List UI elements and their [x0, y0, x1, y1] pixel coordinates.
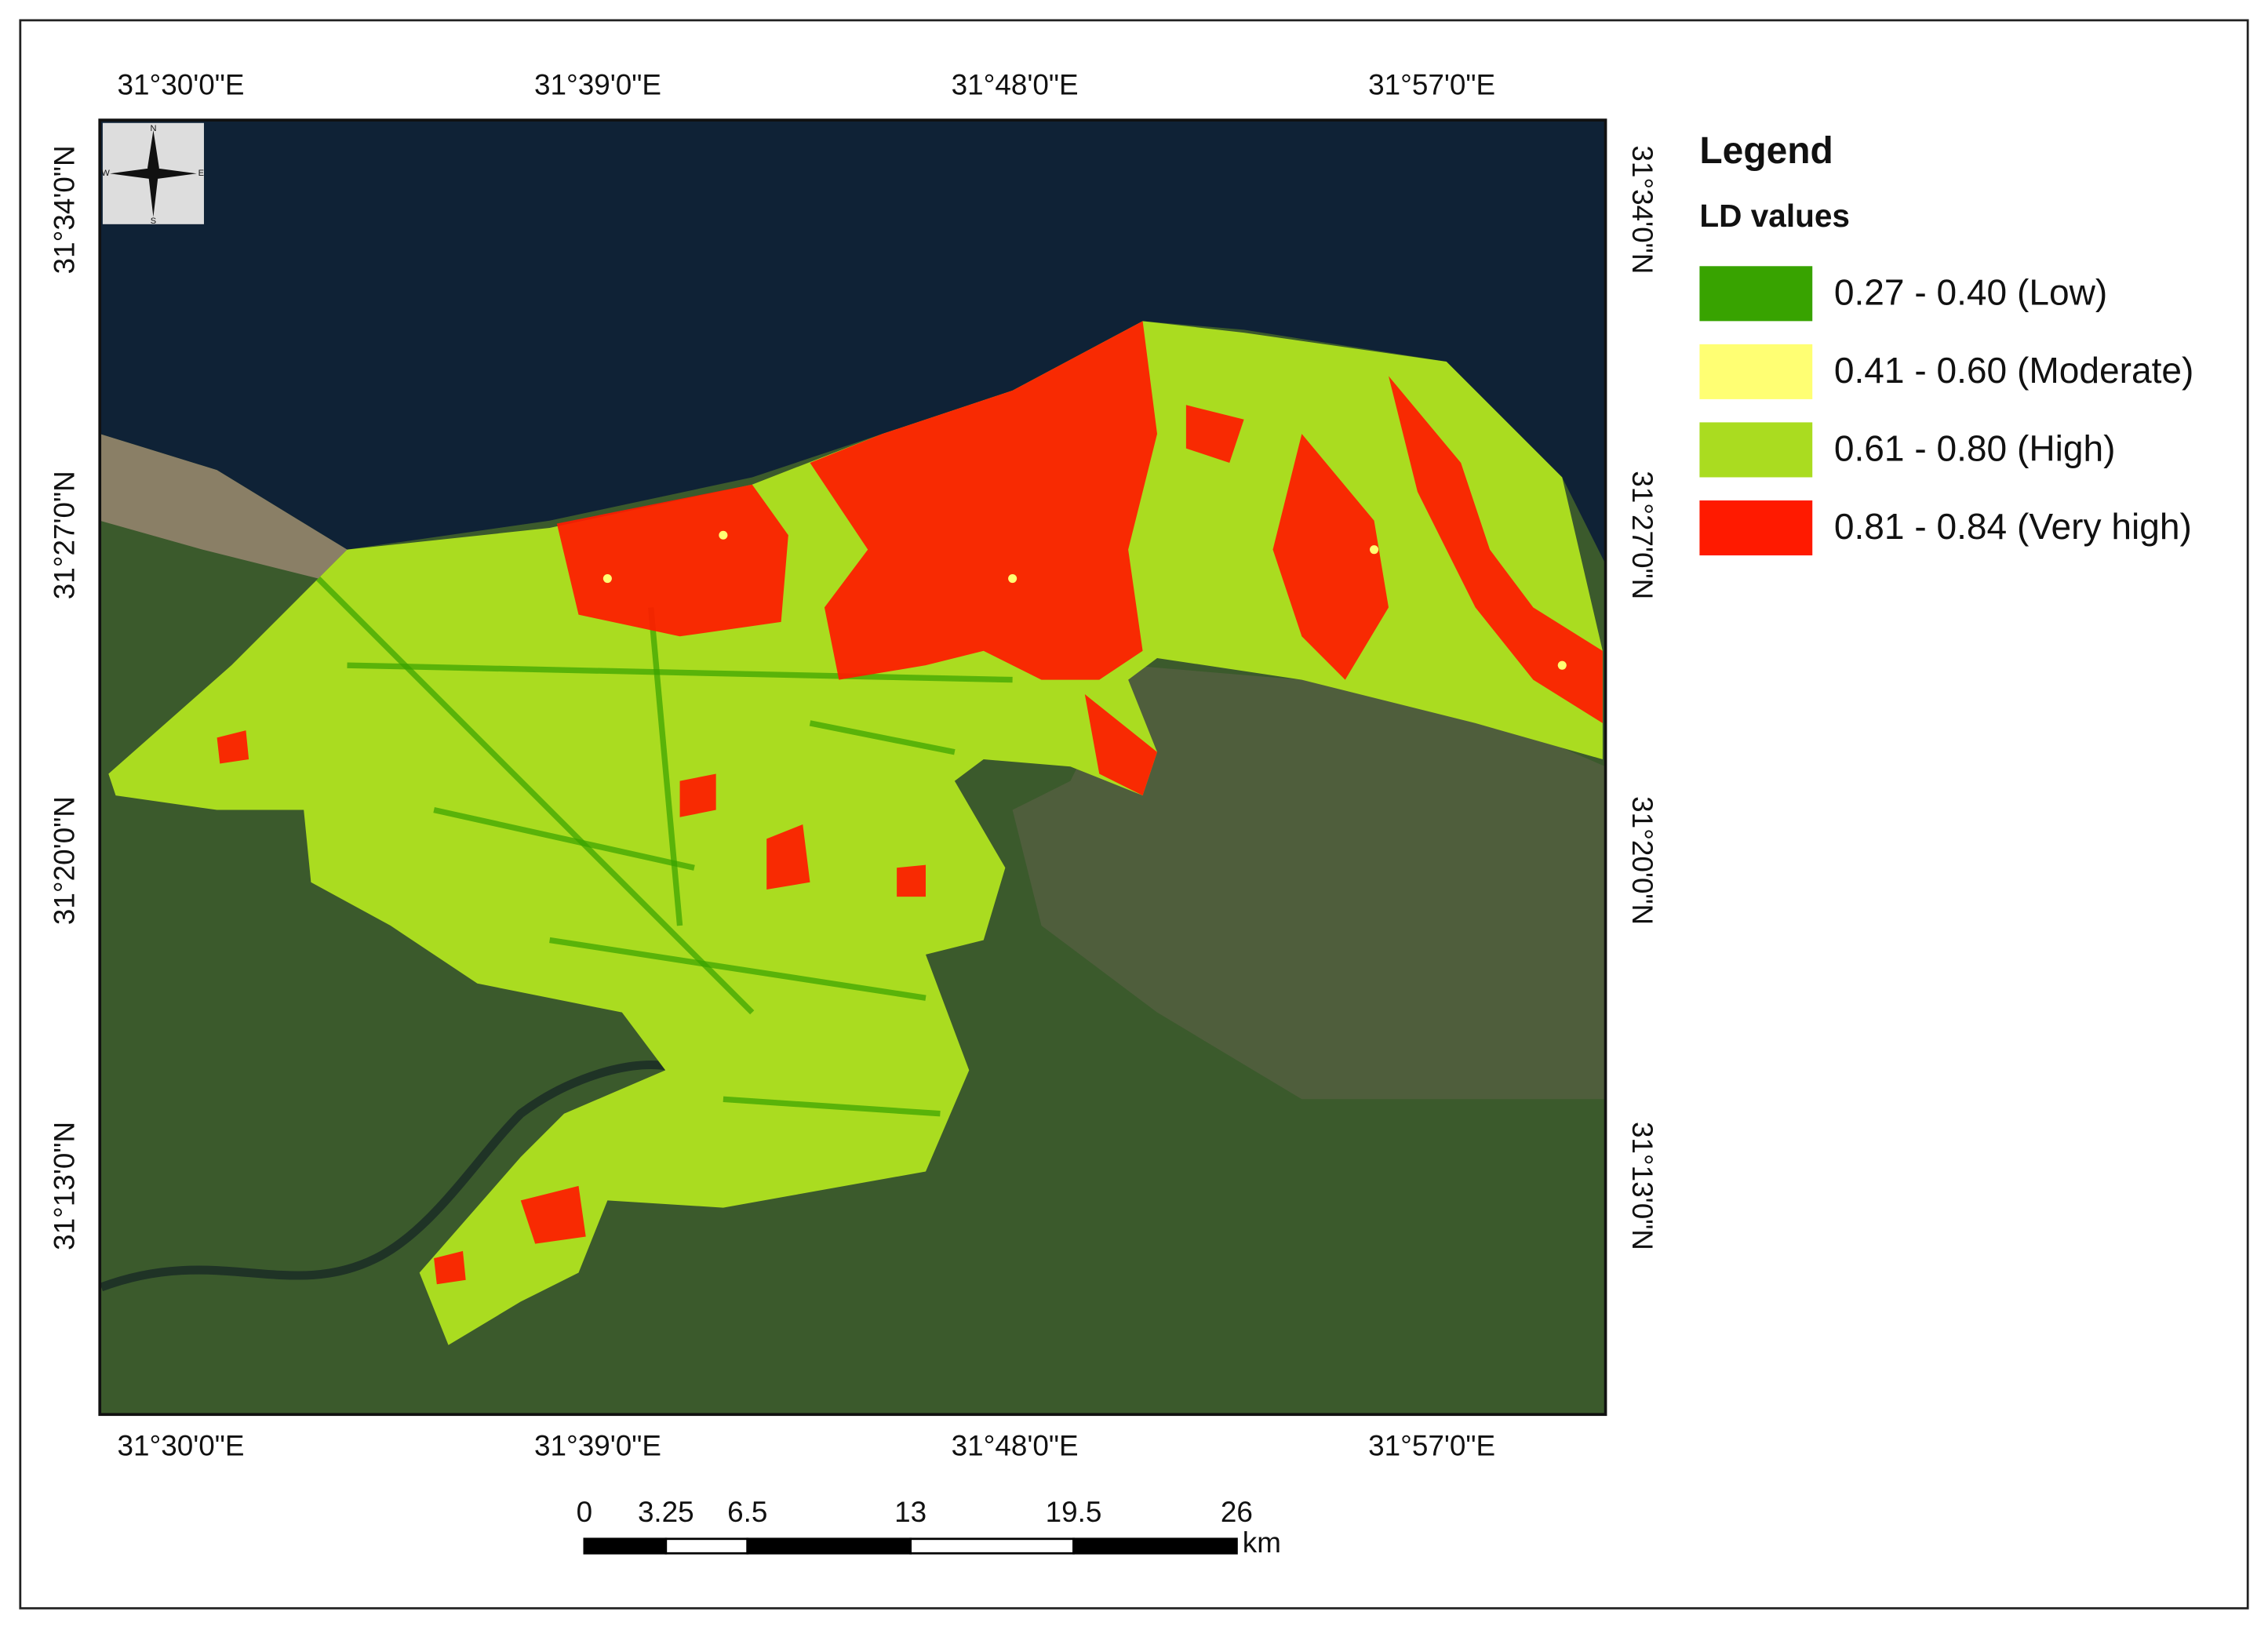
- latitude-label: 31°34'0"N: [49, 145, 81, 274]
- very-high-zone: [1185, 405, 1244, 464]
- legend-label: 0.41 - 0.60 (Moderate): [1834, 350, 2193, 391]
- legend-label: 0.81 - 0.84 (Very high): [1834, 506, 2192, 547]
- moderate-zone: [719, 530, 728, 540]
- latitude-label: 31°27'0"N: [1626, 471, 1658, 599]
- moderate-zone: [1008, 574, 1018, 584]
- latitude-label: 31°13'0"N: [49, 1122, 81, 1250]
- scale-segment: [664, 1537, 749, 1555]
- legend-label: 0.27 - 0.40 (Low): [1834, 271, 2107, 312]
- longitude-label: 31°48'0"E: [952, 1429, 1079, 1461]
- scale-unit: km: [1243, 1526, 1281, 1559]
- very-high-zone: [434, 1250, 466, 1285]
- longitude-label: 31°30'0"E: [117, 68, 244, 100]
- beach: [100, 434, 348, 579]
- scale-segment: [909, 1537, 1075, 1555]
- map-frame: N S E W: [98, 118, 1607, 1417]
- sea: [100, 120, 1606, 565]
- longitude-label: 31°48'0"E: [952, 68, 1079, 100]
- legend-swatch: [1699, 266, 1813, 322]
- low-zone: [347, 662, 1013, 683]
- scale-segment: [583, 1537, 668, 1555]
- scale-label: 13: [894, 1496, 926, 1528]
- low-zone: [316, 576, 755, 1015]
- latitude-label: 31°13'0"N: [1626, 1122, 1658, 1250]
- lake-area: [1012, 665, 1606, 1100]
- low-zone: [433, 806, 695, 871]
- very-high-zone: [1272, 434, 1389, 680]
- scale-segment: [1072, 1537, 1238, 1555]
- very-high-zone: [520, 1185, 586, 1244]
- moderate-zone: [602, 574, 612, 584]
- low-zone: [809, 720, 956, 755]
- scale-segment: [746, 1537, 912, 1555]
- longitude-label: 31°30'0"E: [117, 1429, 244, 1461]
- very-high-zone: [810, 321, 1157, 680]
- very-high-zone: [679, 773, 716, 817]
- low-zone: [648, 607, 683, 926]
- legend-subtitle: LD values: [1699, 198, 1850, 234]
- legend-swatch: [1699, 344, 1813, 399]
- legend-title: Legend: [1699, 130, 1833, 172]
- longitude-label: 31°39'0"E: [534, 1429, 661, 1461]
- latitude-label: 31°20'0"N: [1626, 796, 1658, 925]
- high-zone: [108, 321, 1603, 1345]
- latitude-label: 31°27'0"N: [49, 471, 81, 599]
- legend-swatch: [1699, 500, 1813, 556]
- very-high-zone: [766, 824, 810, 890]
- scale-label: 0: [577, 1496, 593, 1528]
- scale-label: 26: [1221, 1496, 1253, 1528]
- legend-swatch: [1699, 422, 1813, 478]
- river: [100, 1060, 683, 1292]
- low-zone: [723, 1096, 941, 1117]
- longitude-label: 31°57'0"E: [1368, 68, 1495, 100]
- compass-letter: W: [101, 169, 110, 178]
- compass-letter: N: [150, 124, 156, 133]
- longitude-label: 31°39'0"E: [534, 68, 661, 100]
- moderate-zone: [1557, 660, 1567, 670]
- compass-letter: E: [198, 169, 204, 178]
- latitude-label: 31°20'0"N: [49, 796, 81, 925]
- longitude-label: 31°57'0"E: [1368, 1429, 1495, 1461]
- compass-letter: S: [151, 216, 156, 226]
- very-high-zone: [1389, 376, 1603, 723]
- very-high-zone: [217, 730, 249, 764]
- latitude-label: 31°34'0"N: [1626, 145, 1658, 274]
- scale-label: 3.25: [638, 1496, 694, 1528]
- low-zone: [549, 937, 926, 1001]
- moderate-zone: [1370, 545, 1379, 555]
- map-border: [98, 118, 1607, 1417]
- very-high-zone: [556, 484, 788, 637]
- scale-label: 6.5: [727, 1496, 767, 1528]
- scale-label: 19.5: [1046, 1496, 1102, 1528]
- very-high-zone: [1084, 694, 1157, 796]
- legend-label: 0.61 - 0.80 (High): [1834, 428, 2116, 468]
- compass-star: [110, 129, 197, 217]
- very-high-zone: [897, 864, 926, 897]
